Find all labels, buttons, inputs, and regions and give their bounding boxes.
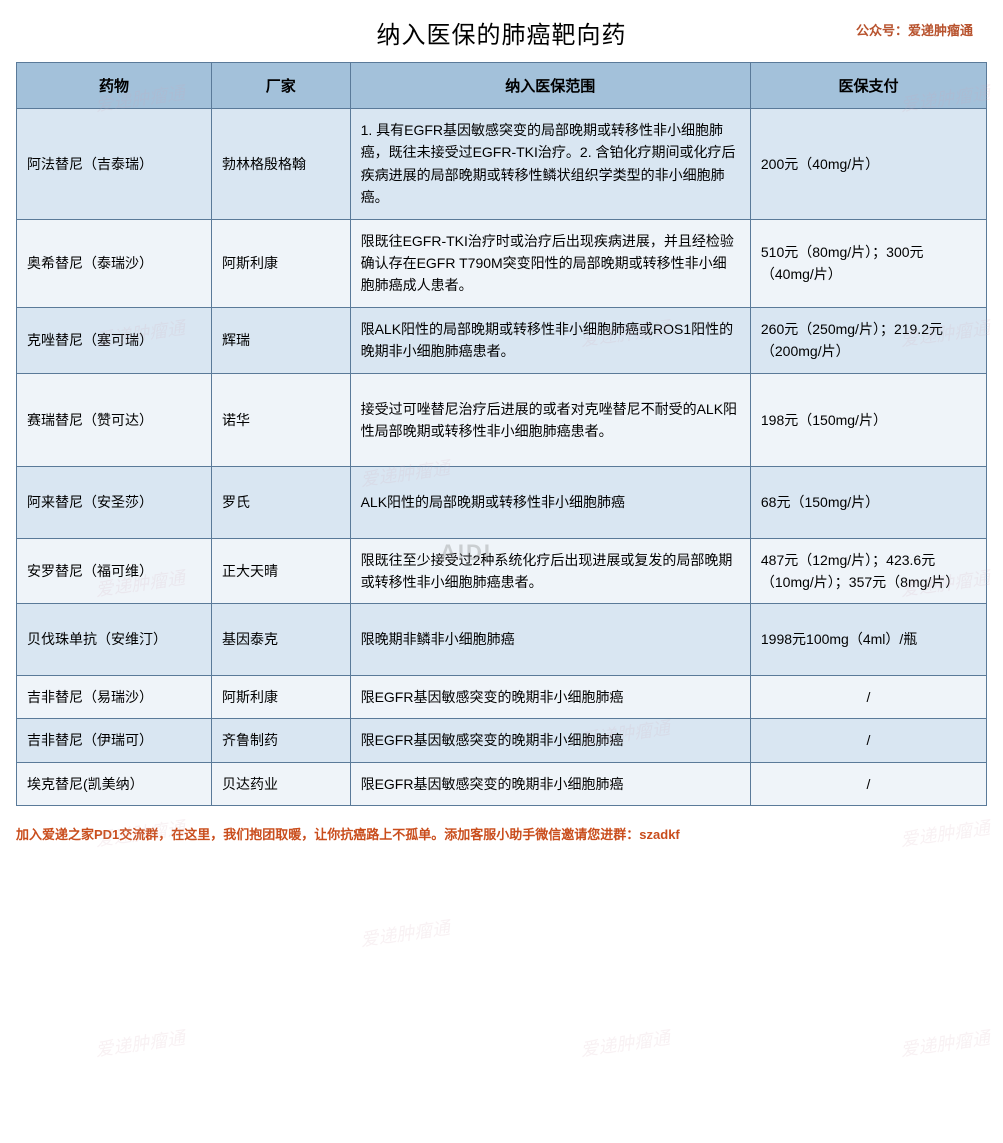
table-row: 赛瑞替尼（赞可达）诺华接受过可唑替尼治疗后进展的或者对克唑替尼不耐受的ALK阳性… [17, 373, 987, 467]
payment-cell: 487元（12mg/片）；423.6元（10mg/片）；357元（8mg/片） [750, 538, 986, 604]
drug-cell: 吉非替尼（伊瑞可） [17, 719, 212, 762]
scope-cell: 限既往至少接受过2种系统化疗后出现进展或复发的局部晚期或转移性非小细胞肺癌患者。 [350, 538, 750, 604]
manufacturer-cell: 罗氏 [212, 467, 351, 538]
payment-cell: 510元（80mg/片）；300元（40mg/片） [750, 219, 986, 307]
payment-cell: / [750, 719, 986, 762]
drug-cell: 克唑替尼（塞可瑞） [17, 307, 212, 373]
payment-cell: 1998元100mg（4ml）/瓶 [750, 604, 986, 675]
drug-cell: 埃克替尼(凯美纳） [17, 762, 212, 805]
watermark: 爱递肿瘤通 [899, 1024, 992, 1062]
drug-cell: 安罗替尼（福可维） [17, 538, 212, 604]
drug-cell: 阿法替尼（吉泰瑞） [17, 109, 212, 220]
page-title: 纳入医保的肺癌靶向药 [377, 15, 627, 50]
table-container: 药物厂家纳入医保范围医保支付 阿法替尼（吉泰瑞）勃林格殷格翰1. 具有EGFR基… [0, 62, 1003, 814]
table-row: 吉非替尼（伊瑞可）齐鲁制药限EGFR基因敏感突变的晚期非小细胞肺癌/ [17, 719, 987, 762]
table-row: 埃克替尼(凯美纳）贝达药业限EGFR基因敏感突变的晚期非小细胞肺癌/ [17, 762, 987, 805]
manufacturer-cell: 阿斯利康 [212, 219, 351, 307]
table-row: 阿法替尼（吉泰瑞）勃林格殷格翰1. 具有EGFR基因敏感突变的局部晚期或转移性非… [17, 109, 987, 220]
table-row: 奥希替尼（泰瑞沙）阿斯利康限既往EGFR-TKI治疗时或治疗后出现疾病进展，并且… [17, 219, 987, 307]
manufacturer-cell: 基因泰克 [212, 604, 351, 675]
column-header: 药物 [17, 63, 212, 109]
table-row: 安罗替尼（福可维）正大天晴限既往至少接受过2种系统化疗后出现进展或复发的局部晚期… [17, 538, 987, 604]
table-header-row: 药物厂家纳入医保范围医保支付 [17, 63, 987, 109]
scope-cell: 限既往EGFR-TKI治疗时或治疗后出现疾病进展，并且经检验确认存在EGFR T… [350, 219, 750, 307]
column-header: 厂家 [212, 63, 351, 109]
manufacturer-cell: 正大天晴 [212, 538, 351, 604]
table-row: 吉非替尼（易瑞沙）阿斯利康限EGFR基因敏感突变的晚期非小细胞肺癌/ [17, 675, 987, 718]
payment-cell: 68元（150mg/片） [750, 467, 986, 538]
scope-cell: 限EGFR基因敏感突变的晚期非小细胞肺癌 [350, 675, 750, 718]
payment-cell: 200元（40mg/片） [750, 109, 986, 220]
watermark: 爱递肿瘤通 [579, 1024, 672, 1062]
drug-cell: 贝伐珠单抗（安维汀） [17, 604, 212, 675]
manufacturer-cell: 齐鲁制药 [212, 719, 351, 762]
manufacturer-cell: 诺华 [212, 373, 351, 467]
scope-cell: 接受过可唑替尼治疗后进展的或者对克唑替尼不耐受的ALK阳性局部晚期或转移性非小细… [350, 373, 750, 467]
table-row: 阿来替尼（安圣莎）罗氏ALK阳性的局部晚期或转移性非小细胞肺癌68元（150mg… [17, 467, 987, 538]
column-header: 纳入医保范围 [350, 63, 750, 109]
table-body: 阿法替尼（吉泰瑞）勃林格殷格翰1. 具有EGFR基因敏感突变的局部晚期或转移性非… [17, 109, 987, 806]
scope-cell: 限晚期非鳞非小细胞肺癌 [350, 604, 750, 675]
manufacturer-cell: 贝达药业 [212, 762, 351, 805]
header: 纳入医保的肺癌靶向药 公众号：爱递肿瘤通 [0, 0, 1003, 62]
table-row: 克唑替尼（塞可瑞）辉瑞限ALK阳性的局部晚期或转移性非小细胞肺癌或ROS1阳性的… [17, 307, 987, 373]
payment-cell: / [750, 762, 986, 805]
subtitle: 公众号：爱递肿瘤通 [856, 20, 973, 39]
manufacturer-cell: 辉瑞 [212, 307, 351, 373]
watermark: 爱递肿瘤通 [94, 1024, 187, 1062]
drug-cell: 赛瑞替尼（赞可达） [17, 373, 212, 467]
scope-cell: 限ALK阳性的局部晚期或转移性非小细胞肺癌或ROS1阳性的晚期非小细胞肺癌患者。 [350, 307, 750, 373]
scope-cell: ALK阳性的局部晚期或转移性非小细胞肺癌 [350, 467, 750, 538]
scope-cell: 限EGFR基因敏感突变的晚期非小细胞肺癌 [350, 719, 750, 762]
manufacturer-cell: 阿斯利康 [212, 675, 351, 718]
drug-cell: 阿来替尼（安圣莎） [17, 467, 212, 538]
payment-cell: 260元（250mg/片）；219.2元（200mg/片） [750, 307, 986, 373]
column-header: 医保支付 [750, 63, 986, 109]
footer-note: 加入爱递之家PD1交流群，在这里，我们抱团取暖，让你抗癌路上不孤单。添加客服小助… [0, 814, 1003, 859]
payment-cell: / [750, 675, 986, 718]
scope-cell: 1. 具有EGFR基因敏感突变的局部晚期或转移性非小细胞肺癌，既往未接受过EGF… [350, 109, 750, 220]
manufacturer-cell: 勃林格殷格翰 [212, 109, 351, 220]
drug-cell: 吉非替尼（易瑞沙） [17, 675, 212, 718]
watermark: 爱递肿瘤通 [359, 914, 452, 952]
table-row: 贝伐珠单抗（安维汀）基因泰克限晚期非鳞非小细胞肺癌1998元100mg（4ml）… [17, 604, 987, 675]
payment-cell: 198元（150mg/片） [750, 373, 986, 467]
scope-cell: 限EGFR基因敏感突变的晚期非小细胞肺癌 [350, 762, 750, 805]
drug-cell: 奥希替尼（泰瑞沙） [17, 219, 212, 307]
drug-table: 药物厂家纳入医保范围医保支付 阿法替尼（吉泰瑞）勃林格殷格翰1. 具有EGFR基… [16, 62, 987, 806]
